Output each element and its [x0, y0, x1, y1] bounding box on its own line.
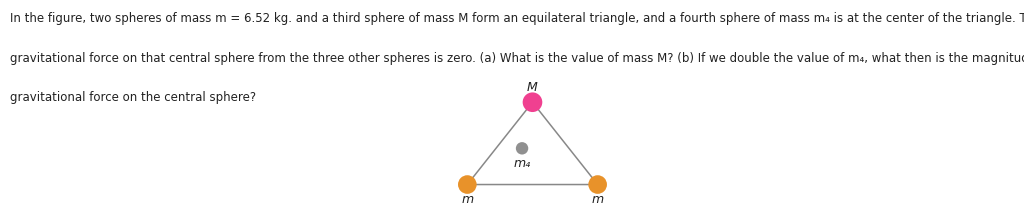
Text: gravitational force on the central sphere?: gravitational force on the central spher… [10, 91, 256, 104]
Text: In the figure, two spheres of mass m = 6.52 kg. and a third sphere of mass M for: In the figure, two spheres of mass m = 6… [10, 12, 1024, 25]
Text: m₄: m₄ [513, 157, 530, 170]
Point [514, 147, 530, 150]
Text: m: m [461, 193, 473, 206]
Text: m: m [592, 193, 604, 206]
Point [459, 183, 475, 186]
Point [590, 183, 606, 186]
Point [524, 101, 541, 104]
Text: M: M [527, 81, 538, 94]
Text: gravitational force on that central sphere from the three other spheres is zero.: gravitational force on that central sphe… [10, 52, 1024, 65]
